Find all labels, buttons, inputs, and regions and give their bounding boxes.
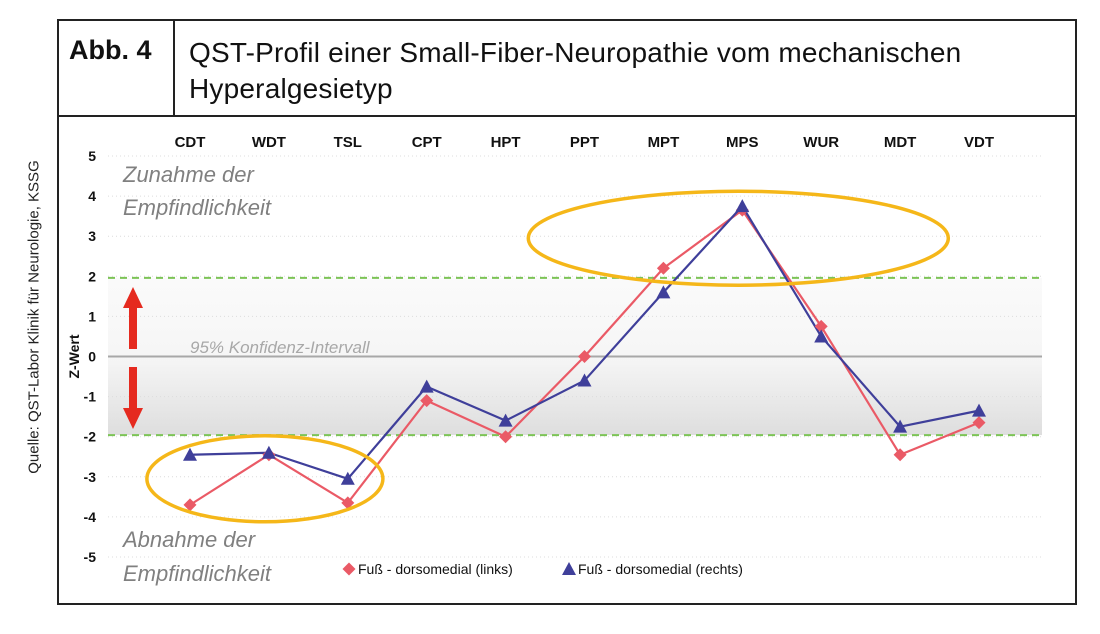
y-tick-label: -2 xyxy=(84,429,97,445)
x-tick-label: WDT xyxy=(252,134,286,151)
data-point-marker xyxy=(972,416,986,430)
data-point-marker xyxy=(420,394,434,408)
y-tick-label: -1 xyxy=(84,389,97,405)
data-point-marker xyxy=(893,448,907,462)
figure-label: Abb. 4 xyxy=(59,21,175,115)
legend-label-rechts: Fuß - dorsomedial (rechts) xyxy=(578,561,743,577)
annotation-top-line-1: Zunahme der xyxy=(122,162,256,187)
data-point-marker xyxy=(498,413,513,427)
data-point-marker xyxy=(183,447,197,461)
annotation-top-line-2: Empfindlichkeit xyxy=(123,195,272,220)
arrow-down-shaft xyxy=(129,367,137,409)
data-point-marker xyxy=(342,562,356,576)
data-point-marker xyxy=(419,379,434,393)
qst-line-chart: 5 4 3 2 1 0 -1 -2 -3 -4 -5 CDT WDT TSL CPT HPT PPT MPT MP… xyxy=(66,134,1042,586)
x-tick-label: CDT xyxy=(175,134,206,151)
y-tick-label: 0 xyxy=(88,349,96,365)
y-tick-label: 4 xyxy=(88,188,96,204)
x-tick-label: PPT xyxy=(570,134,599,151)
annotation-bottom-line-1: Abnahme der xyxy=(121,527,257,552)
highlight-ellipse-decrease xyxy=(145,434,385,524)
data-point-marker xyxy=(814,319,828,333)
x-tick-label: TSL xyxy=(334,134,362,151)
data-point-marker xyxy=(893,419,908,433)
data-point-marker xyxy=(341,496,355,510)
source-text: Quelle: QST-Labor Klinik für Neurologie,… xyxy=(25,160,43,474)
data-point-marker xyxy=(656,261,670,275)
y-tick-label: 3 xyxy=(88,228,96,244)
x-tick-label: MPT xyxy=(648,134,680,151)
x-tick-label: MDT xyxy=(884,134,917,151)
data-point-marker xyxy=(972,403,986,417)
data-point-marker xyxy=(183,498,197,512)
legend-label-links: Fuß - dorsomedial (links) xyxy=(358,561,513,577)
x-tick-label: WUR xyxy=(803,134,839,151)
y-tick-label: -5 xyxy=(84,549,97,565)
y-axis-label: Z-Wert xyxy=(66,334,82,378)
figure-header: Abb. 4 QST-Profil einer Small-Fiber-Neur… xyxy=(59,21,1075,117)
data-point-marker xyxy=(499,430,513,444)
data-point-marker xyxy=(656,285,671,299)
data-point-marker xyxy=(577,373,592,387)
arrow-down-head xyxy=(123,408,143,429)
annotation-bottom-line-2: Empfindlichkeit xyxy=(123,561,272,586)
arrow-up-shaft xyxy=(129,307,137,349)
y-tick-label: -4 xyxy=(84,509,97,525)
figure-title: QST-Profil einer Small-Fiber-Neuropathie… xyxy=(189,37,962,104)
confidence-interval-label: 95% Konfidenz-Intervall xyxy=(190,338,371,357)
data-point-marker xyxy=(578,350,591,363)
highlight-ellipse-increase xyxy=(526,189,951,287)
data-point-marker xyxy=(562,562,576,575)
arrow-up-head xyxy=(123,287,143,308)
y-tick-label: 2 xyxy=(88,268,96,284)
y-tick-label: 5 xyxy=(88,148,96,164)
data-point-marker xyxy=(261,445,276,459)
x-tick-label: HPT xyxy=(491,134,521,151)
source-note: Quelle: QST-Labor Klinik für Neurologie,… xyxy=(22,0,46,634)
y-tick-label: 1 xyxy=(88,308,96,324)
x-tick-label: MPS xyxy=(726,134,759,151)
x-tick-label: CPT xyxy=(412,134,442,151)
data-point-marker xyxy=(735,199,750,213)
figure-frame: Abb. 4 QST-Profil einer Small-Fiber-Neur… xyxy=(57,19,1077,605)
data-point-marker xyxy=(814,329,829,343)
y-tick-label: -3 xyxy=(84,469,97,485)
x-tick-label: VDT xyxy=(964,134,994,151)
data-point-marker xyxy=(340,471,355,485)
